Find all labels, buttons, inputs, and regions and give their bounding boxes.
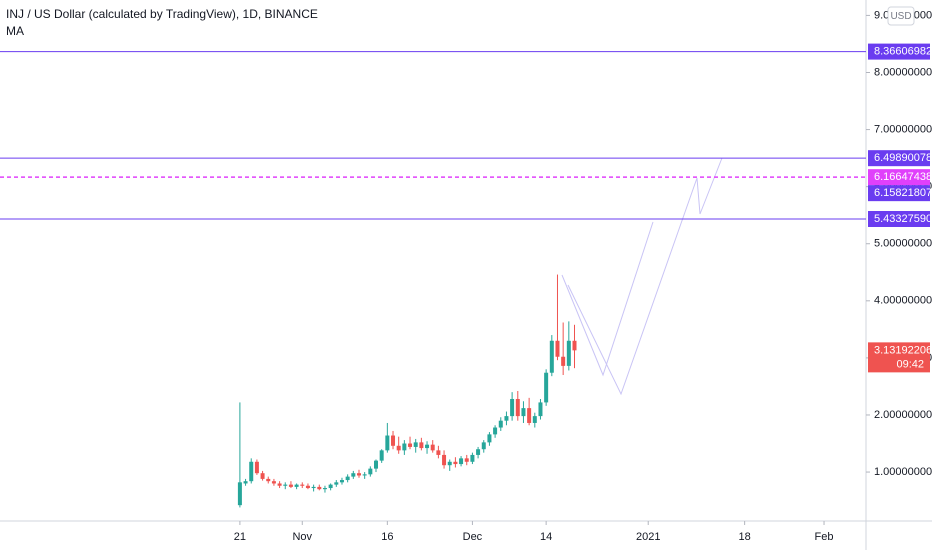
- x-tick-label: 16: [381, 531, 393, 543]
- candle-body: [555, 340, 560, 357]
- candle-body: [288, 484, 293, 487]
- candle-body: [328, 484, 333, 489]
- last-price-label: 3.13192206: [874, 344, 932, 356]
- candle-body: [413, 442, 418, 447]
- candle-body: [544, 372, 549, 403]
- candle-body: [300, 484, 305, 486]
- candle-body: [402, 443, 407, 451]
- candle-body: [260, 473, 265, 479]
- candle-body: [572, 340, 577, 351]
- candle-body: [311, 486, 316, 489]
- candle-body: [447, 461, 452, 466]
- candle-body: [436, 450, 441, 455]
- candle-body: [498, 420, 503, 428]
- candle-body: [368, 468, 373, 475]
- candle-body: [538, 402, 543, 417]
- candle-body: [237, 482, 242, 506]
- candle-body: [379, 450, 384, 461]
- candle-body: [408, 443, 413, 447]
- candle-body: [339, 480, 344, 483]
- y-tick-label: 8.00000000: [874, 66, 932, 78]
- price-label-box: [868, 150, 930, 167]
- candle-body: [322, 488, 327, 490]
- price-axis: 1.000000002.000000003.000000004.00000000…: [866, 9, 932, 478]
- candle-body: [374, 460, 379, 469]
- candle-body: [271, 481, 276, 484]
- x-tick-label: 14: [540, 531, 552, 543]
- candle-body: [510, 398, 515, 417]
- x-tick-label: Feb: [815, 531, 834, 543]
- candle-body: [419, 442, 424, 449]
- price-label: 6.49890078: [874, 152, 932, 164]
- candle-body: [345, 476, 350, 481]
- y-tick-label: 5.00000000: [874, 238, 932, 250]
- price-label-box: [868, 169, 930, 186]
- x-tick-label: Dec: [463, 531, 483, 543]
- candle-body: [305, 485, 310, 489]
- candle-body: [351, 473, 356, 477]
- projection-path: [567, 157, 723, 396]
- candle-body: [470, 454, 475, 462]
- candle-body: [283, 484, 288, 486]
- last-price-box: [868, 342, 930, 373]
- price-label: 5.43327590: [874, 213, 932, 225]
- y-tick-label: 1.00000000: [874, 466, 932, 478]
- price-label-box: [868, 43, 930, 60]
- price-label-box: [868, 185, 930, 202]
- candle-body: [464, 458, 469, 462]
- candle-body: [254, 461, 259, 474]
- candle-body: [277, 483, 282, 486]
- indicator-label: MA: [6, 24, 24, 38]
- currency-label[interactable]: USD: [890, 11, 911, 22]
- projection-path: [561, 221, 654, 377]
- price-label: 6.16647438: [874, 171, 932, 183]
- y-tick-label: 7.00000000: [874, 123, 932, 135]
- candle-body: [487, 434, 492, 443]
- candle-body: [476, 449, 481, 455]
- candle-body: [515, 398, 520, 417]
- countdown-label: 09:42: [896, 358, 924, 370]
- candle-body: [521, 408, 526, 417]
- chart-title: INJ / US Dollar (calculated by TradingVi…: [6, 7, 318, 21]
- candle-body: [527, 408, 532, 423]
- x-tick-label: 2021: [636, 531, 660, 543]
- price-label: 6.15821807: [874, 187, 932, 199]
- candle-body: [243, 481, 248, 484]
- x-tick-label: 18: [739, 531, 751, 543]
- candle-body: [549, 340, 554, 373]
- candle-body: [362, 474, 367, 476]
- x-tick-label: 21: [234, 531, 246, 543]
- candle-body: [532, 416, 537, 423]
- candle-body: [334, 482, 339, 485]
- chart-layer: 21 Nov 16 Dec 14 2021 18 Feb: [0, 51, 866, 543]
- price-label-box: [868, 211, 930, 228]
- candle-body: [317, 486, 322, 490]
- candle-body: [442, 454, 447, 466]
- candle-body: [459, 458, 464, 465]
- candle-body: [430, 444, 435, 451]
- currency-button[interactable]: [887, 6, 915, 26]
- candle-body: [396, 445, 401, 451]
- candle-body: [493, 427, 498, 435]
- candle-body: [294, 484, 299, 487]
- candle-body: [566, 340, 571, 366]
- candle-body: [481, 442, 486, 450]
- x-tick-label: Nov: [292, 531, 312, 543]
- candle-body: [391, 435, 396, 446]
- y-tick-label: 2.00000000: [874, 409, 932, 421]
- candle-body: [385, 435, 390, 451]
- y-tick-label: 4.00000000: [874, 295, 932, 307]
- price-label: 8.36606982: [874, 46, 932, 58]
- candle-body: [249, 461, 254, 482]
- candle-body: [561, 356, 566, 366]
- candle-body: [356, 473, 361, 476]
- candle-body: [453, 461, 458, 465]
- candle-body: [425, 444, 430, 449]
- candle-body: [266, 478, 271, 482]
- candle-body: [504, 416, 509, 421]
